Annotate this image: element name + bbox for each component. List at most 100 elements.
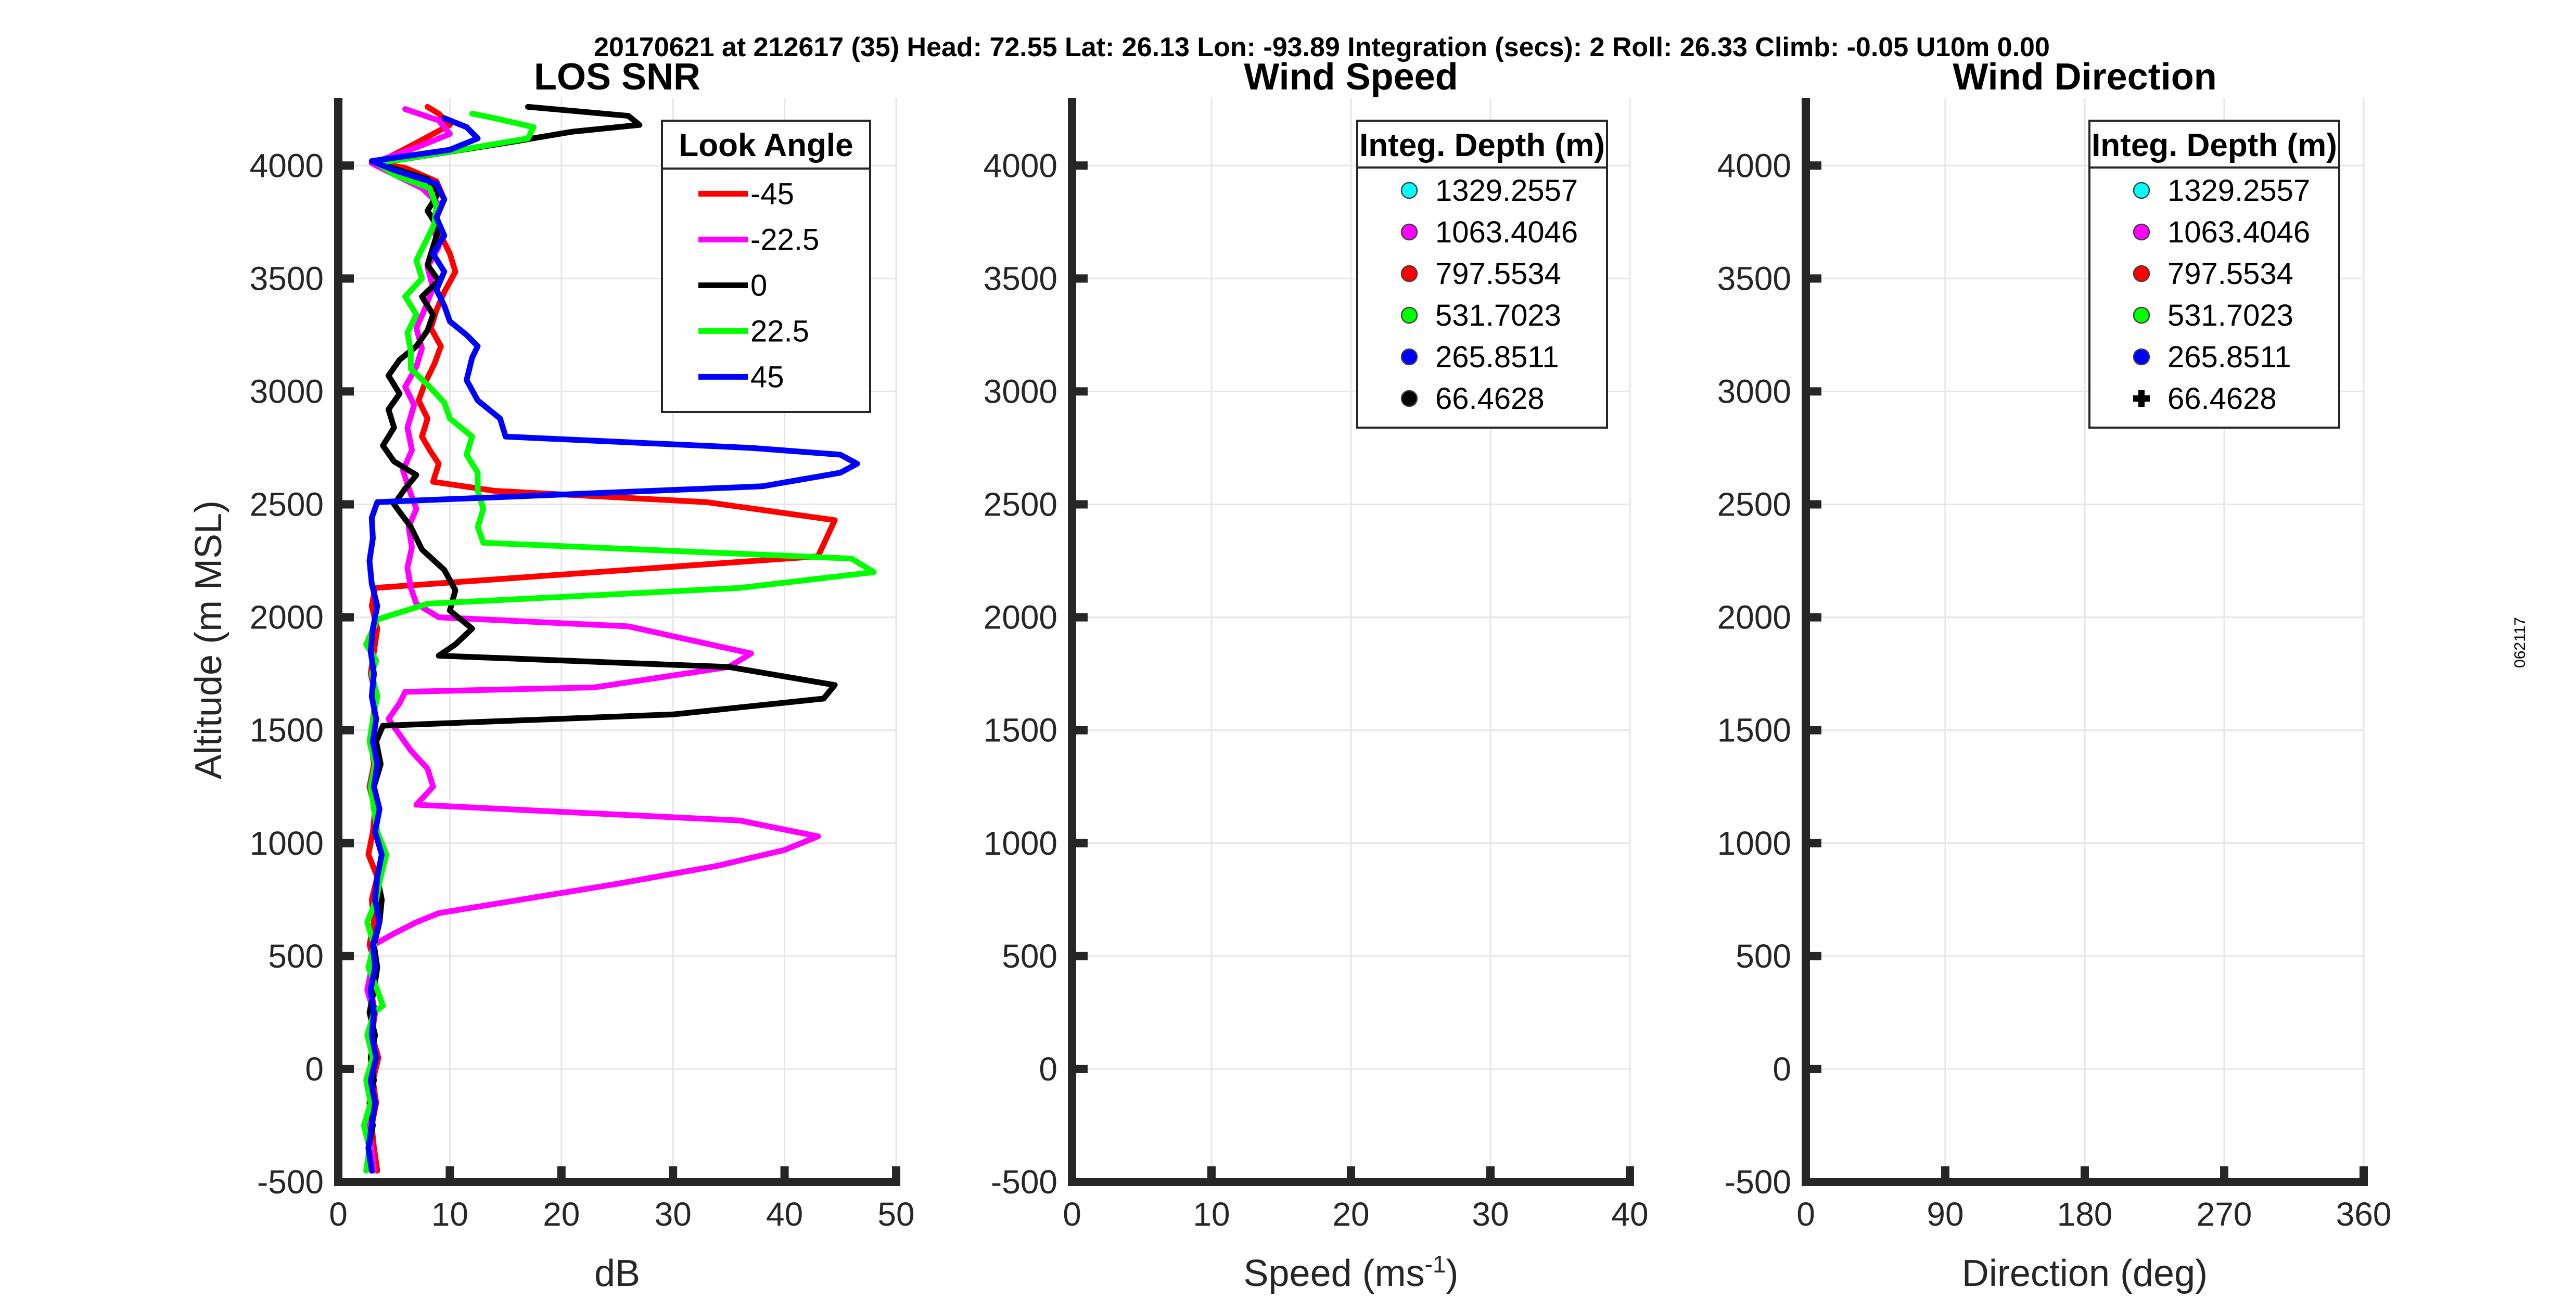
- legend-marker-1329.2557: [2133, 182, 2150, 199]
- y-tick-label: 2500: [250, 486, 324, 523]
- legend-marker-66.4628: [2133, 390, 2150, 407]
- y-tick-label: 500: [1002, 937, 1057, 975]
- legend-marker-797.5534: [2133, 265, 2150, 282]
- y-tick-label: 1000: [1717, 825, 1791, 862]
- legend-box: [1356, 120, 1608, 429]
- y-tick-label: 0: [305, 1050, 324, 1088]
- y-tick-label: 2000: [1717, 599, 1791, 636]
- panel-wind-direction: 0 90 180 270 360-500050010001500200025003000…: [1717, 56, 2392, 1294]
- legend: Integ. Depth (m) 1329.2557 1063.4046 797.55…: [1356, 120, 1608, 429]
- x-tick-label: 90: [1927, 1195, 1963, 1233]
- legend-entry--45: -45: [750, 177, 794, 211]
- legend-entry-1329.2557: 1329.2557: [1435, 174, 1578, 208]
- x-tick-label: 40: [1611, 1195, 1648, 1233]
- y-axis-label: Altitude (m MSL): [188, 500, 229, 779]
- x-tick-label: 20: [1332, 1195, 1369, 1233]
- legend-entry-531.7023: 531.7023: [2167, 299, 2293, 332]
- y-tick-label: 4000: [250, 147, 324, 184]
- x-axis-label: dB: [594, 1253, 640, 1294]
- legend-entry-265.8511: 265.8511: [2167, 340, 2291, 374]
- legend-entry-1063.4046: 1063.4046: [2167, 215, 2310, 249]
- legend-entry-531.7023: 531.7023: [1435, 299, 1561, 332]
- legend: Integ. Depth (m) 1329.2557 1063.4046 797.55…: [2088, 120, 2340, 429]
- chart-title: LOS SNR: [534, 56, 700, 98]
- x-tick-label: 20: [543, 1195, 580, 1233]
- y-tick-label: -500: [991, 1163, 1057, 1201]
- y-tick-label: 2500: [984, 486, 1057, 523]
- y-tick-label: -500: [1725, 1163, 1791, 1201]
- legend: Look Angle -45 -22.5 0 22.5 45: [661, 120, 871, 413]
- legend-marker-531.7023: [2133, 306, 2150, 324]
- legend-title: Look Angle: [679, 127, 853, 163]
- x-tick-label: 40: [766, 1195, 803, 1233]
- x-tick-label: 0: [1063, 1195, 1081, 1233]
- y-tick-label: 1000: [984, 825, 1057, 862]
- legend-marker-1329.2557: [1400, 182, 1418, 199]
- legend-marker-797.5534: [1400, 265, 1418, 282]
- x-tick-label: 0: [1796, 1195, 1815, 1233]
- x-tick-label: 0: [329, 1195, 348, 1233]
- legend-entry-45: 45: [750, 360, 784, 394]
- x-tick-label: 10: [431, 1195, 468, 1233]
- legend-title: Integ. Depth (m): [1359, 127, 1605, 163]
- panel-wind-speed: 0 10 20 30 40-500050010001500200025003000350…: [984, 56, 1649, 1294]
- legend-marker-66.4628: [1400, 390, 1418, 407]
- x-tick-label: 360: [2336, 1195, 2392, 1233]
- axes: 0 10 20 30 40-500050010001500200025003000350…: [984, 98, 1649, 1233]
- legend-entry--22.5: -22.5: [750, 223, 819, 256]
- y-tick-label: 3500: [1717, 260, 1791, 297]
- legend-marker-1063.4046: [2133, 223, 2150, 241]
- chart-title: Wind Speed: [1244, 56, 1458, 98]
- legend-marker-265.8511: [2133, 348, 2150, 366]
- axes: 0 90 180 270 360-500050010001500200025003000…: [1717, 98, 2392, 1233]
- plot-area: [361, 104, 877, 1174]
- legend-box: [2088, 120, 2340, 429]
- legend-entry-66.4628: 66.4628: [2167, 382, 2277, 416]
- x-tick-label: 270: [2197, 1195, 2252, 1233]
- y-tick-label: 4000: [1717, 147, 1791, 184]
- side-label: 062117: [2511, 617, 2529, 668]
- x-axis-label: Direction (deg): [1962, 1253, 2208, 1294]
- y-tick-label: 3000: [250, 372, 324, 410]
- x-tick-label: 180: [2057, 1195, 2113, 1233]
- legend-entry-0: 0: [750, 268, 767, 302]
- legend-marker-265.8511: [1400, 348, 1418, 366]
- x-tick-label: 30: [655, 1195, 692, 1233]
- y-tick-label: 4000: [984, 147, 1057, 184]
- legend-entry-1063.4046: 1063.4046: [1435, 215, 1578, 249]
- legend-entry-265.8511: 265.8511: [1435, 340, 1559, 374]
- y-tick-label: 3000: [984, 372, 1057, 410]
- y-tick-label: 2000: [250, 599, 324, 636]
- y-tick-label: 1000: [250, 825, 324, 862]
- figure-header: 20170621 at 212617 (35) Head: 72.55 Lat:…: [594, 32, 2050, 62]
- y-tick-label: 0: [1772, 1050, 1791, 1088]
- chart-title: Wind Direction: [1953, 56, 2216, 98]
- y-tick-label: 500: [1736, 937, 1791, 975]
- y-tick-label: 3500: [984, 260, 1057, 297]
- y-tick-label: 2500: [1717, 486, 1791, 523]
- legend-entry-1329.2557: 1329.2557: [2167, 174, 2310, 208]
- legend-entry-22.5: 22.5: [750, 314, 809, 348]
- y-tick-label: 0: [1039, 1050, 1057, 1088]
- legend-entry-66.4628: 66.4628: [1435, 382, 1545, 416]
- series-line-45: [365, 115, 860, 1174]
- y-tick-label: 1500: [1717, 712, 1791, 749]
- x-tick-label: 10: [1193, 1195, 1230, 1233]
- y-tick-label: 2000: [984, 599, 1057, 636]
- y-tick-label: 500: [268, 937, 324, 975]
- legend-entry-797.5534: 797.5534: [2167, 257, 2293, 291]
- y-tick-label: -500: [257, 1163, 324, 1201]
- legend-title: Integ. Depth (m): [2092, 127, 2337, 163]
- axes: 0 10 20 30 40 50-5000500100015002000250030003…: [250, 98, 915, 1233]
- legend-marker-1063.4046: [1400, 223, 1418, 241]
- y-tick-label: 1500: [250, 712, 324, 749]
- x-tick-label: 50: [877, 1195, 914, 1233]
- panel-los-snr: 0 10 20 30 40 50-5000500100015002000250030003…: [188, 56, 915, 1294]
- legend-marker-531.7023: [1400, 306, 1418, 324]
- grid: [1806, 98, 2365, 1182]
- x-tick-label: 30: [1472, 1195, 1509, 1233]
- y-tick-label: 3000: [1717, 372, 1791, 410]
- x-axis-label: Speed (ms-1): [1243, 1251, 1458, 1294]
- y-tick-label: 1500: [984, 712, 1057, 749]
